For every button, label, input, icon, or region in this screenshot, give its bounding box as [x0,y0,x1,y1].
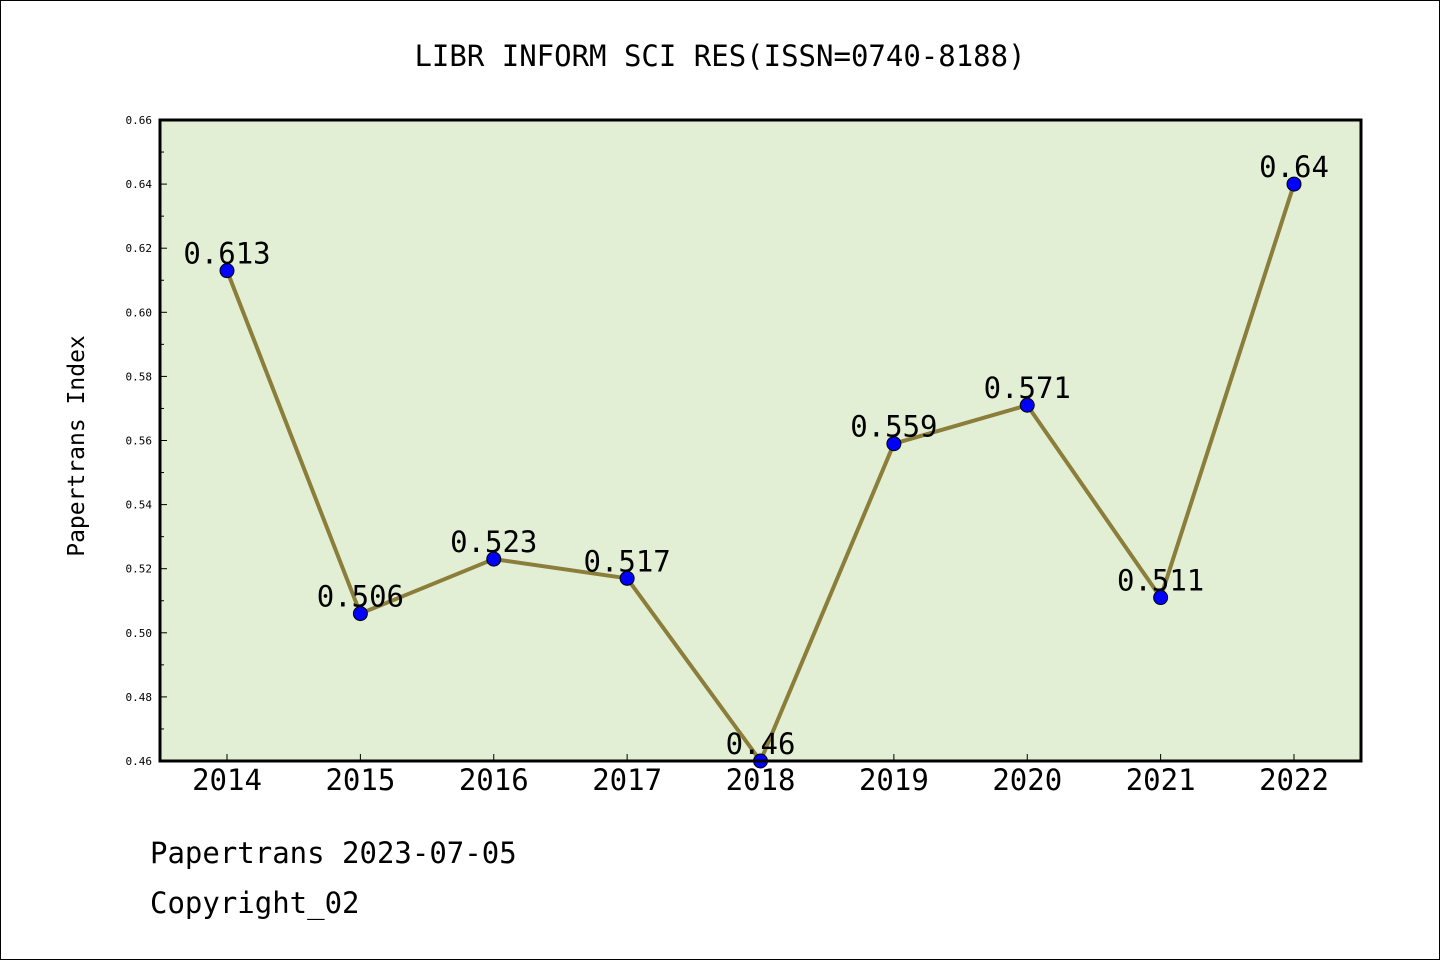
x-tick-label: 2021 [1126,763,1196,797]
data-point-marker [486,551,502,567]
y-axis-label: Papertrans Index [64,335,90,557]
data-point-marker [886,436,902,452]
plot-area [160,120,1361,761]
y-tick-label: 0.60 [126,306,153,319]
data-label: 0.511 [1117,564,1204,598]
y-tick-label: 0.58 [126,370,153,383]
data-point-marker [1286,176,1302,192]
data-point-marker [1019,397,1035,413]
data-labels: 0.613 0.506 0.523 0.517 0.46 0.559 0.571 0.511 0… [183,150,1329,761]
y-tick-label: 0.50 [126,627,153,640]
plot-border [158,118,1363,763]
data-point-marker [352,606,368,622]
y-tick-label: 0.48 [126,691,153,704]
data-label: 0.64 [1259,150,1329,184]
x-tick-label: 2019 [859,763,929,797]
x-axis-ticks: 2014 2015 2016 2017 2018 2019 2020 2021 2022 [192,754,1329,797]
y-tick-label: 0.54 [126,499,153,512]
data-label: 0.506 [317,580,404,614]
data-point-marker [619,570,635,586]
data-label: 0.517 [583,544,670,578]
x-tick-label: 2015 [325,763,395,797]
data-label: 0.613 [183,237,270,271]
x-tick-label: 2017 [592,763,662,797]
y-tick-label: 0.62 [126,242,153,255]
y-tick-label: 0.66 [126,114,153,127]
data-label: 0.523 [450,525,537,559]
y-tick-label: 0.64 [126,178,153,191]
data-point-marker [219,263,235,279]
data-label: 0.571 [984,371,1071,405]
footer-copyright: Copyright_02 [150,886,360,920]
x-tick-label: 2014 [192,763,262,797]
x-tick-label: 2020 [992,763,1062,797]
x-tick-label: 2018 [726,763,796,797]
footer-date: Papertrans 2023-07-05 [150,836,517,870]
chart-title: LIBR INFORM SCI RES(ISSN=0740-8188) [414,39,1025,73]
y-tick-label: 0.46 [126,755,153,768]
data-label: 0.559 [850,410,937,444]
data-point-marker [1153,590,1169,606]
x-tick-label: 2022 [1259,763,1329,797]
data-label: 0.46 [726,727,796,761]
y-tick-label: 0.52 [126,563,153,576]
x-tick-label: 2016 [459,763,529,797]
y-tick-label: 0.56 [126,435,153,448]
